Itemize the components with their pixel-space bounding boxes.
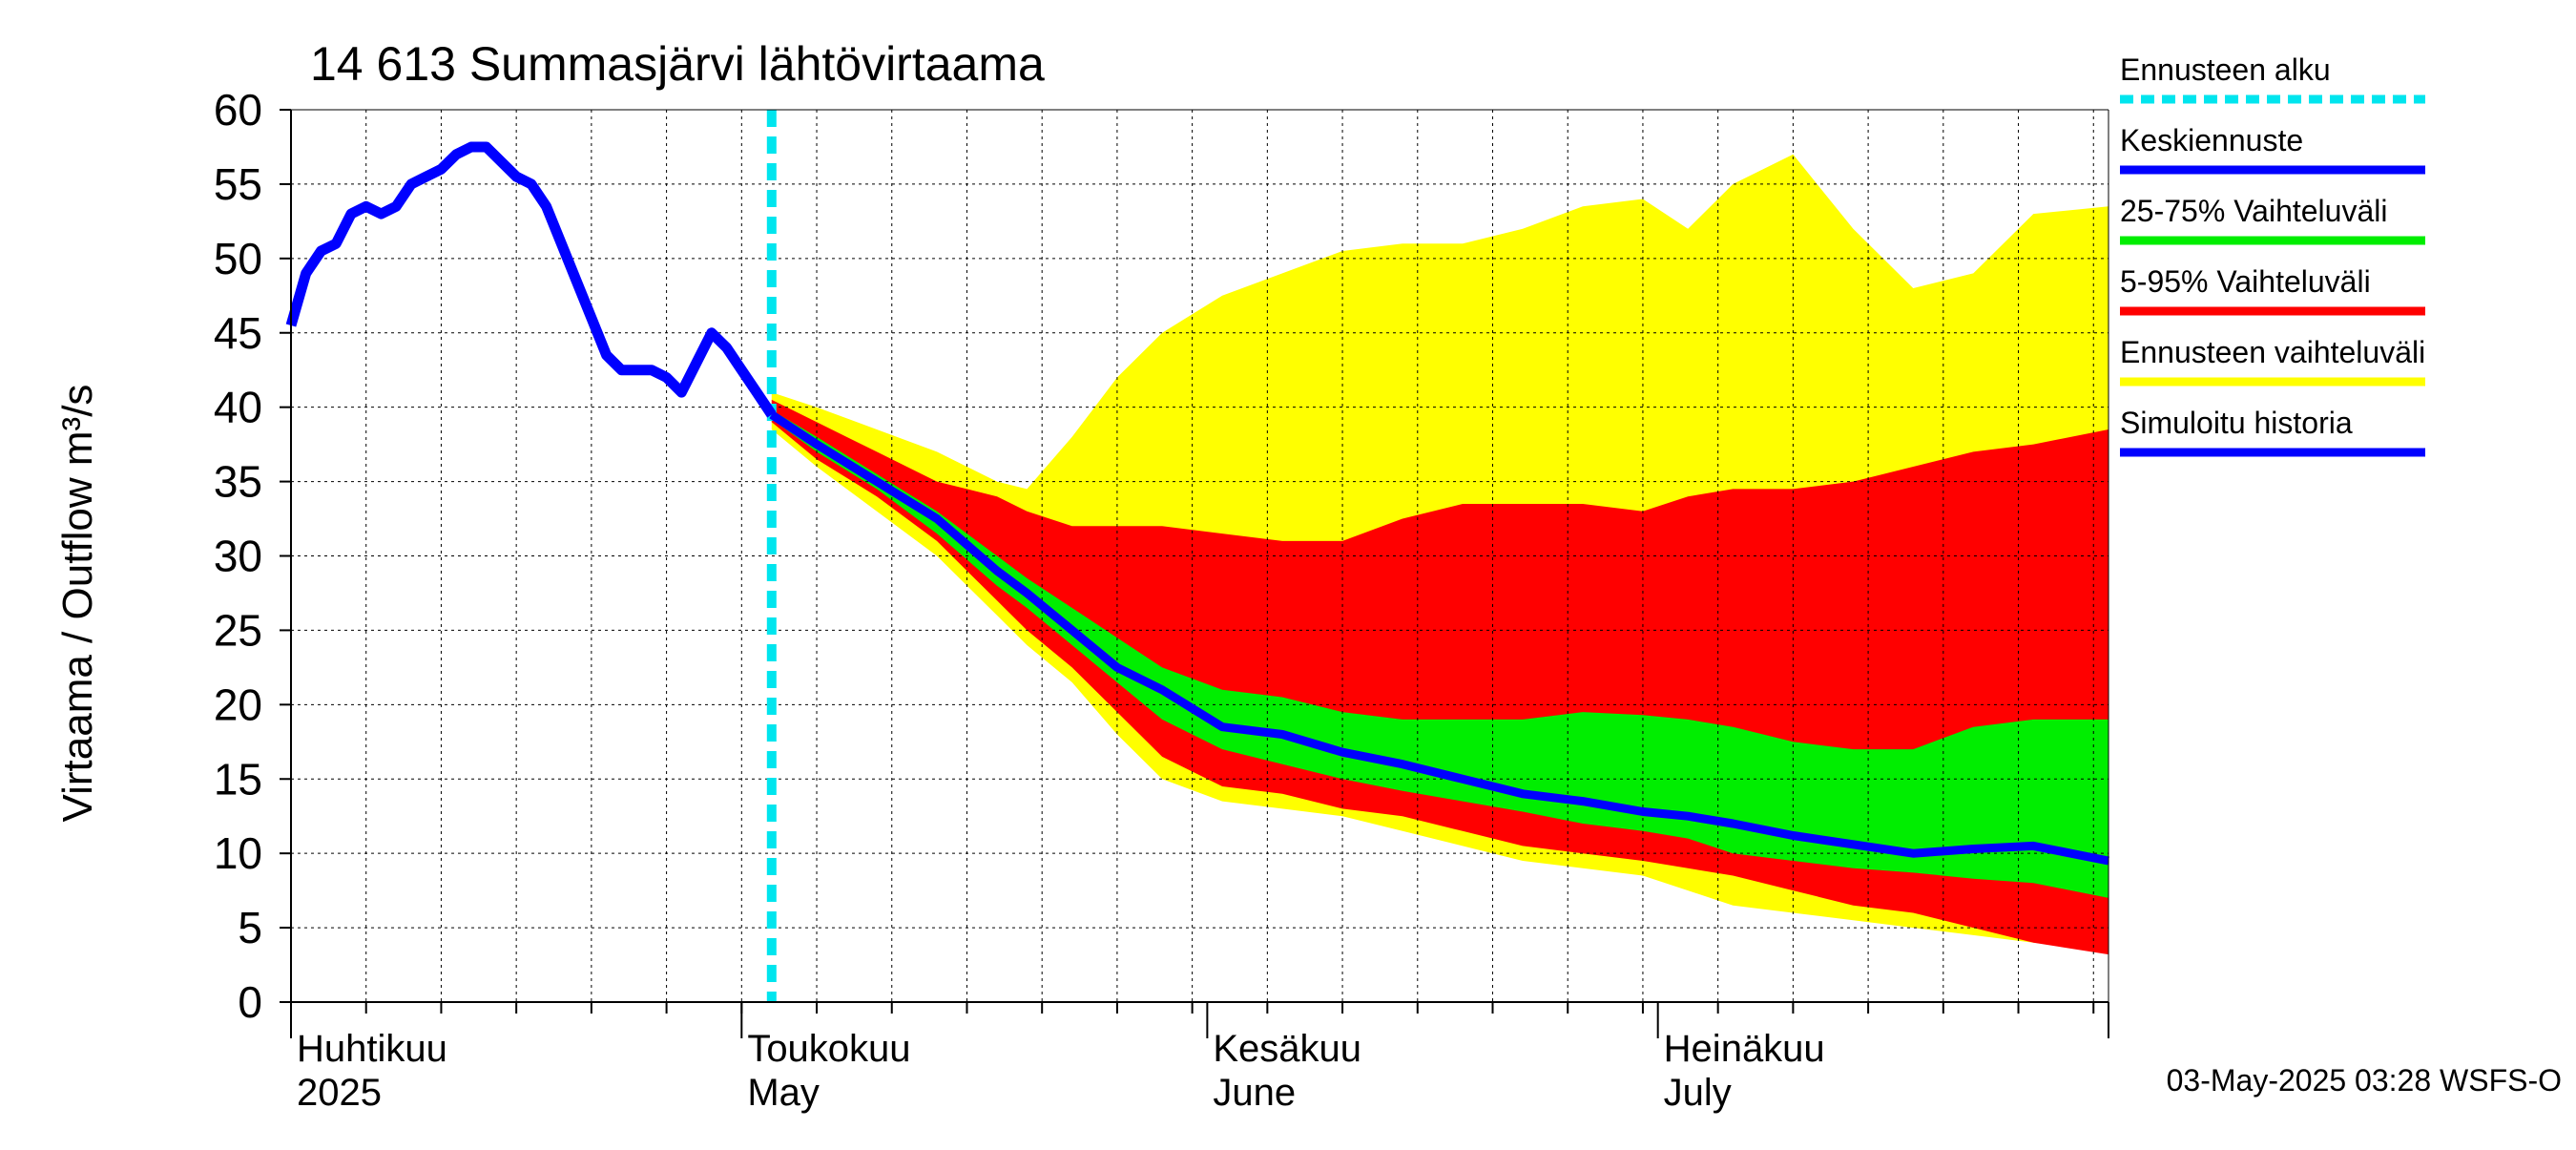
- legend-label: 25-75% Vaihteluväli: [2120, 194, 2387, 228]
- band-25-75: [771, 409, 2109, 898]
- x-tick-label-month: Kesäkuu: [1213, 1028, 1361, 1070]
- y-tick-label: 20: [214, 680, 262, 729]
- y-tick-label: 60: [214, 85, 262, 135]
- legend-label: 5-95% Vaihteluväli: [2120, 264, 2371, 299]
- y-tick-label: 25: [214, 605, 262, 655]
- axes-layer: 051015202530354045505560Huhtikuu2025Touk…: [214, 85, 2109, 1114]
- x-tick-label-month: Heinäkuu: [1664, 1028, 1825, 1070]
- legend-label: Keskiennuste: [2120, 123, 2303, 157]
- series-median-line: [769, 410, 2109, 866]
- x-tick-label-sub: July: [1664, 1072, 1732, 1114]
- footer-timestamp: 03-May-2025 03:28 WSFS-O: [2167, 1063, 2562, 1098]
- y-tick-label: 40: [214, 383, 262, 432]
- x-tick-label-sub: June: [1213, 1072, 1296, 1114]
- y-tick-label: 5: [238, 903, 262, 952]
- legend-label: Simuloitu historia: [2120, 406, 2353, 440]
- y-tick-label: 35: [214, 457, 262, 507]
- chart-title: 14 613 Summasjärvi lähtövirtaama: [310, 37, 1045, 91]
- line-layer: [285, 110, 2109, 1002]
- y-tick-label: 50: [214, 234, 262, 283]
- x-tick-label-sub: May: [747, 1072, 820, 1114]
- y-tick-label: 10: [214, 828, 262, 878]
- series-history-line: [285, 141, 777, 418]
- y-tick-label: 0: [238, 977, 262, 1027]
- y-tick-label: 15: [214, 754, 262, 804]
- legend-label: Ennusteen alku: [2120, 52, 2331, 87]
- y-tick-label: 55: [214, 159, 262, 209]
- band-layer: [771, 154, 2109, 955]
- x-tick-label-month: Huhtikuu: [297, 1028, 447, 1070]
- y-axis-label: Virtaama / Outflow m³/s: [54, 385, 101, 823]
- legend: Ennusteen alku Keskiennuste 25-75% Vaihtel…: [2120, 52, 2425, 457]
- y-tick-label: 30: [214, 532, 262, 581]
- y-tick-label: 45: [214, 308, 262, 358]
- x-tick-label-sub: 2025: [297, 1072, 382, 1114]
- legend-label: Ennusteen vaihteluväli: [2120, 335, 2425, 369]
- x-tick-label-month: Toukokuu: [747, 1028, 910, 1070]
